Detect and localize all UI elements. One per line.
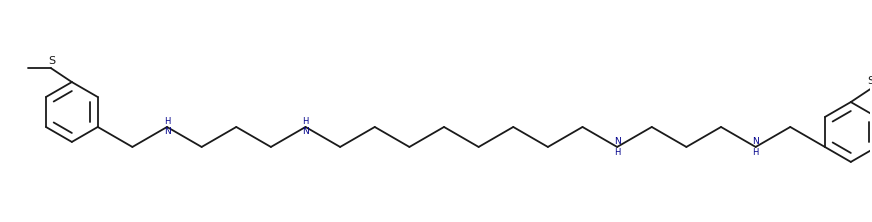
Text: S: S (48, 56, 56, 65)
Text: H: H (614, 148, 620, 157)
Text: H: H (164, 117, 170, 126)
Text: S: S (868, 75, 872, 86)
Text: N: N (302, 127, 309, 137)
Text: H: H (303, 117, 309, 126)
Text: N: N (164, 127, 170, 137)
Text: N: N (614, 137, 621, 147)
Text: N: N (753, 137, 759, 147)
Text: H: H (753, 148, 759, 157)
